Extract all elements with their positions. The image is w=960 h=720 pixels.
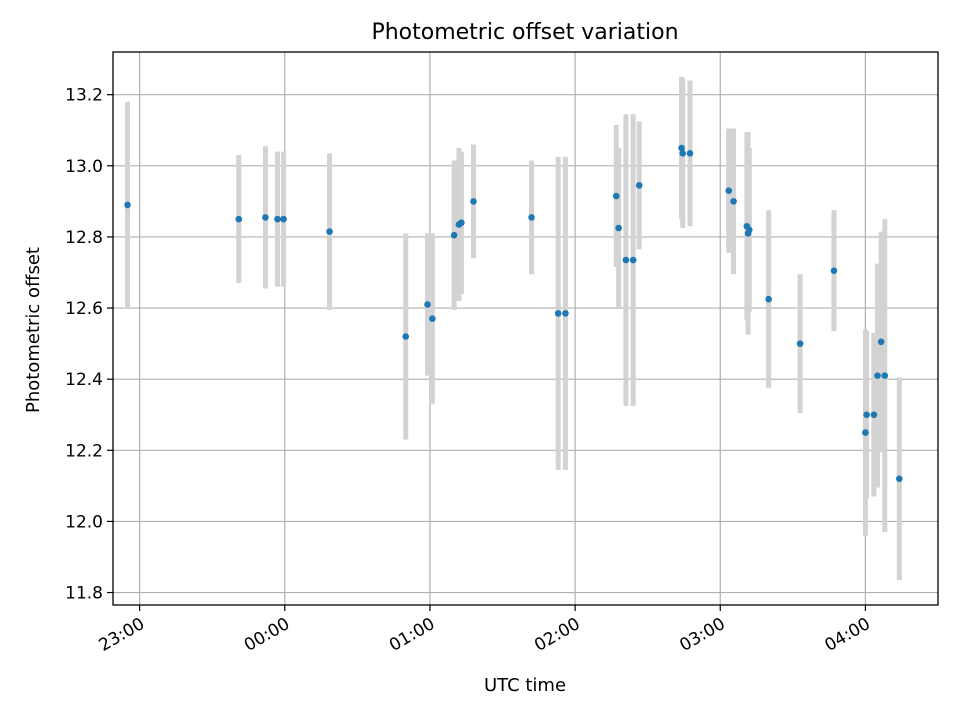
data-point <box>635 182 643 189</box>
data-point <box>725 187 733 194</box>
y-axis-ticks: 11.8 12.0 12.2 12.4 12.6 12.8 13.0 13.2 <box>65 86 113 604</box>
data-point <box>863 411 870 419</box>
data-point <box>274 215 281 223</box>
data-point <box>612 192 620 200</box>
data-point <box>124 201 131 209</box>
data-point <box>424 301 431 308</box>
data-point <box>686 150 694 157</box>
data-point <box>862 429 869 436</box>
data-point <box>765 295 772 303</box>
chart-title: Photometric offset variation <box>371 20 678 45</box>
data-point <box>830 267 838 275</box>
data-point <box>895 475 903 483</box>
data-point <box>881 372 889 379</box>
data-point <box>622 256 630 264</box>
data-point <box>730 198 737 205</box>
grid <box>113 52 938 605</box>
y-tick-label: 12.4 <box>65 370 103 390</box>
data-point <box>458 219 465 227</box>
data-point <box>679 150 687 157</box>
data-point <box>629 256 637 264</box>
data-point <box>554 310 562 317</box>
y-tick-label: 12.0 <box>65 512 103 532</box>
x-axis-label: UTC time <box>484 675 566 696</box>
data-point <box>562 310 569 317</box>
data-point <box>615 224 622 232</box>
data-points <box>124 144 903 483</box>
data-point <box>678 144 685 152</box>
data-point <box>874 372 881 379</box>
y-tick-label: 12.2 <box>65 441 103 461</box>
data-point <box>326 228 333 235</box>
y-tick-label: 12.6 <box>65 299 103 319</box>
y-tick-label: 13.0 <box>65 157 103 177</box>
data-point <box>745 226 753 234</box>
data-point <box>528 214 535 221</box>
data-point <box>877 338 885 346</box>
data-point <box>470 198 477 205</box>
data-point <box>450 231 458 239</box>
y-axis-label: Photometric offset <box>23 247 44 413</box>
y-tick-label: 11.8 <box>65 584 103 604</box>
data-point <box>280 215 287 223</box>
data-point <box>796 340 804 347</box>
data-point <box>402 333 410 340</box>
plot-frame <box>112 51 939 606</box>
data-point <box>262 214 269 221</box>
data-point <box>870 411 878 419</box>
y-tick-label: 13.2 <box>65 86 103 106</box>
y-tick-label: 12.8 <box>65 228 103 248</box>
data-point <box>429 315 436 323</box>
data-point <box>235 215 243 223</box>
